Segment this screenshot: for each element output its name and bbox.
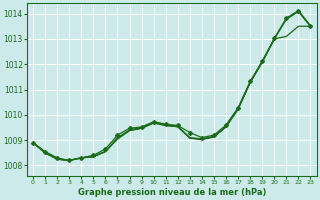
X-axis label: Graphe pression niveau de la mer (hPa): Graphe pression niveau de la mer (hPa) [77,188,266,197]
